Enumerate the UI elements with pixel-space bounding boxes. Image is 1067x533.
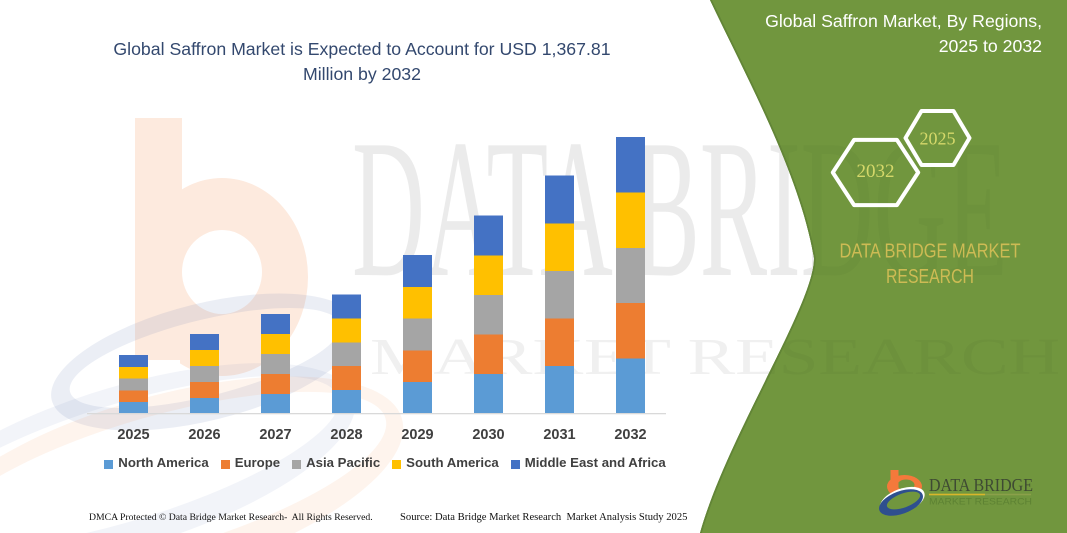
svg-text:MARKET RESEARCH: MARKET RESEARCH — [929, 497, 1032, 507]
svg-text:RESEARCH: RESEARCH — [886, 266, 974, 288]
svg-text:DATA BRIDGE: DATA BRIDGE — [929, 475, 1033, 495]
svg-text:DATA BRIDGE MARKET: DATA BRIDGE MARKET — [840, 241, 1021, 263]
svg-text:2032: 2032 — [857, 161, 895, 182]
svg-text:2025: 2025 — [920, 129, 956, 149]
